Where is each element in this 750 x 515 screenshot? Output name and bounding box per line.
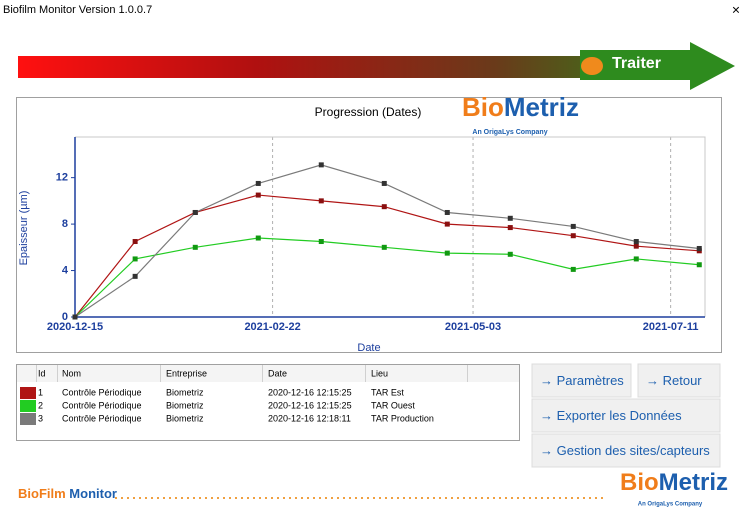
plot: 2020-12-15 2021-02-22 2021-05-03 2021-07-11… bbox=[47, 136, 706, 333]
cell: Contrôle Périodique bbox=[62, 400, 142, 410]
footer-part: BioFilm bbox=[18, 486, 66, 501]
cell: 2 bbox=[38, 400, 43, 410]
cell: Biometriz bbox=[166, 413, 204, 423]
data-point bbox=[255, 235, 261, 241]
banner-arrow bbox=[690, 42, 735, 90]
data-point bbox=[507, 215, 513, 221]
column-header: Lieu bbox=[371, 368, 388, 378]
data-point bbox=[570, 223, 576, 229]
logo-tagline: An OrigaLys Company bbox=[472, 129, 547, 136]
buttons: → Paramètres → Retour → Exporter les Donné… bbox=[531, 363, 721, 468]
cell: Biometriz bbox=[166, 400, 204, 410]
footer-brand: BioFilm Monitor bbox=[18, 486, 117, 501]
cell: TAR Ouest bbox=[371, 400, 415, 410]
cell: TAR Production bbox=[371, 413, 434, 423]
data-point bbox=[132, 273, 138, 279]
close-button[interactable]: × bbox=[732, 2, 740, 18]
data-point bbox=[132, 239, 138, 245]
button[interactable] bbox=[531, 433, 721, 468]
x-axis-label: Date bbox=[357, 342, 380, 354]
plot-frame bbox=[75, 136, 706, 317]
button[interactable] bbox=[531, 398, 721, 433]
column-header: Date bbox=[268, 368, 287, 378]
column-header: Id bbox=[38, 368, 46, 378]
sensor-table: Id Nom Entreprise Date Lieu 1 Contrôle Périodi… bbox=[16, 364, 520, 441]
y-axis-label: Epaisseur (µm) bbox=[18, 191, 30, 266]
data-point bbox=[132, 256, 138, 262]
cell: 2020-12-16 12:15:25 bbox=[268, 387, 352, 397]
button-label[interactable]: → Gestion des sites/capteurs bbox=[540, 443, 710, 458]
logo-part: Metriz bbox=[504, 92, 579, 122]
x-tick-label: 2021-07-11 bbox=[643, 321, 699, 333]
data-point bbox=[444, 221, 450, 227]
data-point bbox=[507, 225, 513, 231]
cell: 2020-12-16 12:15:25 bbox=[268, 400, 352, 410]
logo: BioMetriz bbox=[462, 92, 579, 122]
data-point bbox=[633, 256, 639, 262]
data-point bbox=[444, 250, 450, 256]
button-label[interactable]: → Exporter les Données bbox=[540, 408, 682, 423]
cell: Biometriz bbox=[166, 387, 204, 397]
data-point bbox=[318, 198, 324, 204]
chart-panel bbox=[16, 97, 722, 353]
data-point bbox=[696, 245, 702, 251]
data-point bbox=[444, 209, 450, 215]
row-swatch bbox=[20, 413, 36, 425]
y-tick-label: 8 bbox=[62, 218, 68, 230]
data-point bbox=[381, 180, 387, 186]
footer-logo: BioMetriz bbox=[620, 469, 728, 496]
data-point bbox=[72, 314, 78, 320]
table-header bbox=[17, 365, 519, 382]
data-point bbox=[318, 239, 324, 245]
logo-part: Metriz bbox=[659, 469, 728, 496]
x-tick-label: 2020-12-15 bbox=[47, 321, 103, 333]
row-swatch bbox=[20, 387, 36, 399]
y-tick-label: 0 bbox=[62, 311, 68, 323]
cell: Contrôle Périodique bbox=[62, 413, 142, 423]
footer-part: Monitor bbox=[69, 486, 117, 501]
data-point bbox=[255, 192, 261, 198]
button[interactable] bbox=[637, 363, 721, 398]
progress-banner bbox=[18, 56, 698, 78]
banner-icon bbox=[581, 57, 603, 75]
column-header: Entreprise bbox=[166, 368, 207, 378]
data-point bbox=[696, 262, 702, 268]
data-point bbox=[633, 239, 639, 245]
window-title: Biofilm Monitor Version 1.0.0.7 bbox=[3, 4, 152, 16]
data-point bbox=[318, 162, 324, 168]
button[interactable] bbox=[531, 363, 632, 398]
row-swatch bbox=[20, 400, 36, 412]
data-point bbox=[507, 251, 513, 257]
logo-part: Bio bbox=[620, 469, 659, 496]
footer-tagline: An OrigaLys Company bbox=[638, 502, 703, 508]
x-tick-label: 2021-02-22 bbox=[244, 321, 300, 333]
column-header: Nom bbox=[62, 368, 81, 378]
cell: 1 bbox=[38, 387, 43, 397]
chart-title: Progression (Dates) bbox=[315, 105, 422, 119]
cell: 3 bbox=[38, 413, 43, 423]
data-point bbox=[570, 266, 576, 272]
data-point bbox=[381, 244, 387, 250]
data-point bbox=[633, 243, 639, 249]
data-point bbox=[255, 180, 261, 186]
button-label[interactable]: → Paramètres bbox=[540, 373, 624, 388]
logo-part: Bio bbox=[462, 92, 504, 122]
x-tick-label: 2021-05-03 bbox=[445, 321, 501, 333]
y-tick-label: 4 bbox=[62, 264, 69, 276]
data-point bbox=[192, 209, 198, 215]
button-label[interactable]: → Retour bbox=[646, 373, 702, 388]
cell: Contrôle Périodique bbox=[62, 387, 142, 397]
cell: TAR Est bbox=[371, 387, 404, 397]
process-button[interactable]: Traiter bbox=[612, 55, 661, 72]
y-tick-label: 12 bbox=[56, 172, 68, 184]
data-point bbox=[570, 233, 576, 239]
data-point bbox=[192, 244, 198, 250]
data-point bbox=[381, 204, 387, 210]
cell: 2020-12-16 12:18:11 bbox=[268, 413, 351, 423]
